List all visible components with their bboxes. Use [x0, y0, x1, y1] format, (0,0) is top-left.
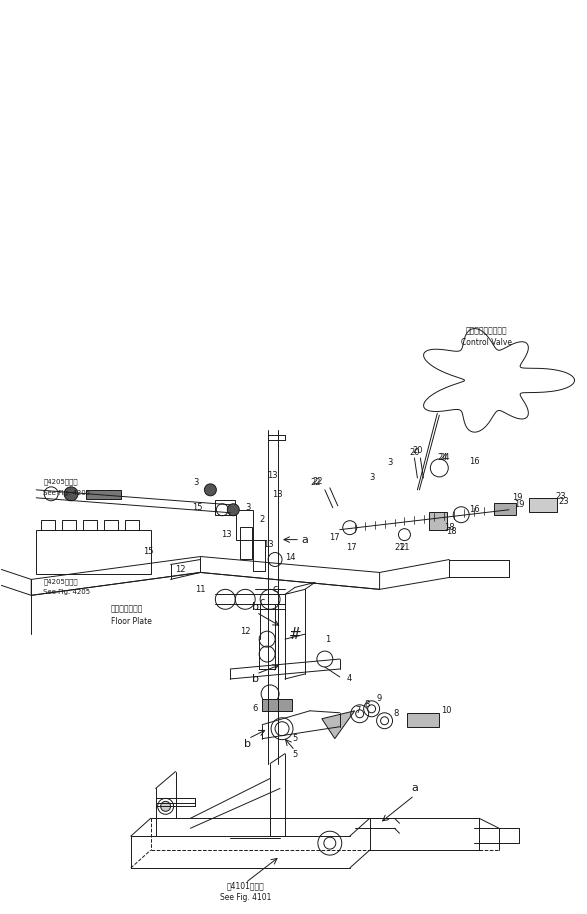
Text: 21: 21 [399, 543, 410, 552]
Text: 17: 17 [346, 543, 357, 552]
Text: 15: 15 [143, 547, 154, 556]
Bar [215, 500, 235, 515]
Text: 22: 22 [313, 477, 323, 486]
Circle shape [227, 504, 239, 515]
Text: 12: 12 [240, 627, 251, 635]
Text: 23: 23 [558, 497, 569, 506]
Text: 12: 12 [176, 565, 186, 574]
Text: 3: 3 [245, 504, 251, 512]
Bar [253, 539, 265, 571]
Text: 8: 8 [364, 700, 369, 709]
Text: a: a [411, 783, 418, 793]
Text: Control Valve: Control Valve [461, 338, 512, 347]
Bar [62, 520, 76, 529]
Text: See Fig. 4205: See Fig. 4205 [43, 490, 90, 495]
Text: #: # [289, 627, 301, 642]
Text: 2: 2 [259, 515, 265, 525]
Circle shape [64, 487, 78, 501]
Text: 5: 5 [292, 734, 298, 743]
Text: 18: 18 [446, 527, 457, 537]
Text: b: b [252, 602, 259, 612]
Text: 16: 16 [469, 458, 480, 466]
Text: 笥4101図参照: 笥4101図参照 [227, 881, 264, 890]
Bar [240, 526, 252, 558]
Bar [125, 520, 139, 529]
Text: 13: 13 [266, 472, 278, 481]
Text: b: b [244, 739, 251, 749]
Bar [36, 529, 151, 574]
Bar [83, 520, 97, 529]
Circle shape [161, 802, 171, 812]
Text: See Fig. 4101: See Fig. 4101 [220, 893, 271, 902]
Text: 15: 15 [192, 504, 203, 512]
Bar [86, 490, 121, 499]
Bar [407, 713, 439, 727]
Text: フロアプレート: フロアプレート [111, 605, 143, 614]
Bar [494, 503, 516, 515]
Text: 1: 1 [325, 634, 330, 643]
Bar [104, 520, 118, 529]
Text: 9: 9 [377, 695, 382, 704]
Text: c: c [272, 584, 278, 594]
Bar [237, 510, 253, 539]
Text: 18: 18 [444, 523, 454, 532]
Text: 6: 6 [252, 705, 258, 713]
Text: 20: 20 [412, 445, 423, 454]
Polygon shape [322, 711, 355, 739]
Text: 19: 19 [512, 494, 522, 503]
Text: a: a [302, 535, 308, 545]
Text: 3: 3 [369, 473, 375, 483]
Text: 24: 24 [437, 453, 447, 462]
Text: Floor Plate: Floor Plate [111, 617, 152, 626]
Text: 23: 23 [555, 493, 566, 501]
Text: 8: 8 [394, 709, 399, 718]
Text: 17: 17 [329, 533, 340, 542]
Text: 13: 13 [272, 490, 282, 499]
Circle shape [204, 484, 217, 495]
Text: See Fig. 4205: See Fig. 4205 [43, 590, 90, 595]
Text: 7: 7 [355, 707, 360, 716]
Text: 11: 11 [195, 585, 205, 594]
Text: 14: 14 [285, 553, 295, 562]
Text: c: c [259, 598, 265, 607]
Text: 20: 20 [409, 448, 420, 456]
Text: 16: 16 [469, 505, 480, 515]
Bar [429, 512, 447, 529]
Text: 笥4205図参照: 笥4205図参照 [43, 479, 78, 485]
Bar [529, 498, 556, 512]
Text: 4: 4 [347, 675, 352, 684]
Text: 3: 3 [387, 459, 392, 467]
Text: 21: 21 [394, 543, 405, 552]
Text: 24: 24 [439, 452, 450, 462]
Text: 19: 19 [514, 500, 524, 509]
Text: b: b [252, 674, 259, 684]
Text: 10: 10 [441, 707, 451, 716]
Text: 3: 3 [194, 478, 199, 487]
Bar [262, 699, 292, 711]
Text: 13: 13 [263, 540, 274, 549]
Text: コントロールバルブ: コントロールバルブ [465, 326, 507, 335]
Bar [41, 520, 55, 529]
Text: 22: 22 [311, 478, 321, 487]
Text: 笥4205図参照: 笥4205図参照 [43, 578, 78, 585]
Text: 13: 13 [221, 530, 232, 539]
Text: 5: 5 [292, 750, 298, 760]
